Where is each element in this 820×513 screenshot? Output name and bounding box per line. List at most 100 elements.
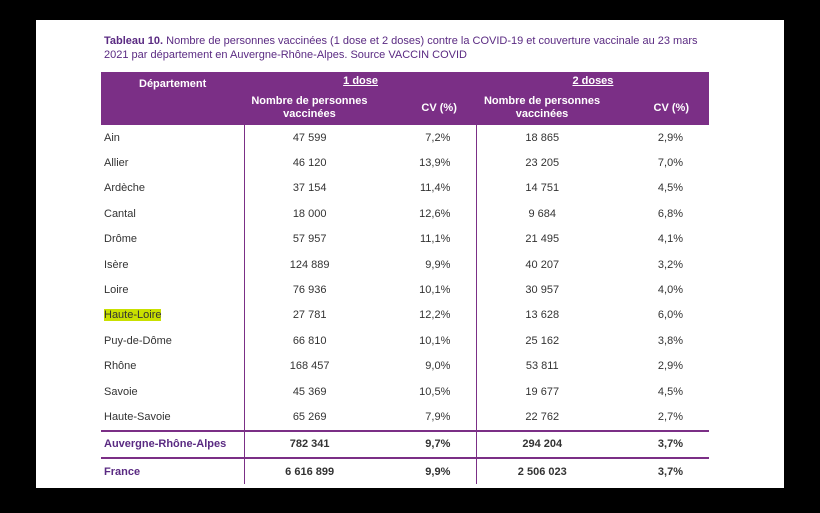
departement-cell-text: Ardèche <box>104 182 145 195</box>
dose1-cv-cell: 10,5% <box>375 379 477 404</box>
dose1-count-cell-text: 57 957 <box>292 233 327 246</box>
dose1-cv-cell-text: 9,9% <box>425 465 451 478</box>
dose1-count-cell: 124 889 <box>243 251 375 278</box>
dose1-cv-cell: 12,6% <box>375 201 477 226</box>
dose2-cv-cell: 3,8% <box>607 328 709 353</box>
dose2-cv-cell-text: 4,0% <box>657 284 683 297</box>
dose2-count-cell: 9 684 <box>476 201 608 227</box>
departement-cell: Auvergne-Rhône-Alpes <box>101 429 245 459</box>
dose1-cv-cell-text: 12,2% <box>419 309 451 322</box>
departement-cell: Puy-de-Dôme <box>101 328 244 353</box>
departement-cell: Isère <box>101 252 244 277</box>
table-row: Allier 46 120 13,9% 23 205 7,0% <box>101 150 709 176</box>
departement-cell: Haute-Savoie <box>101 404 244 430</box>
departement-cell-text: Drôme <box>104 233 138 246</box>
departement-cell-text: Isère <box>104 258 129 271</box>
dose1-count-cell: 168 457 <box>243 353 375 379</box>
dose1-count-cell: 18 000 <box>243 201 375 227</box>
dose2-count-cell: 23 205 <box>476 150 608 176</box>
dose2-count-cell-text: 9 684 <box>528 207 557 220</box>
dose2-cv-cell: 4,5% <box>607 379 709 404</box>
departement-cell: Drôme <box>101 227 244 252</box>
dose1-cv-cell-text: 10,5% <box>419 385 451 398</box>
departement-cell: France <box>101 457 245 485</box>
dose1-cv-cell: 13,9% <box>375 150 477 175</box>
departement-cell-text: Allier <box>104 157 129 170</box>
departement-cell-text: Puy-de-Dôme <box>104 334 172 347</box>
dose1-count-cell-text: 65 269 <box>292 410 327 423</box>
dose2-cv-cell-text: 4,1% <box>657 233 683 246</box>
dose2-count-cell: 19 677 <box>476 378 608 405</box>
table-total-row: France 6 616 899 9,9% 2 506 023 3,7% <box>101 457 709 485</box>
dose2-count-cell: 22 762 <box>476 404 608 431</box>
dose1-count-cell-text: 782 341 <box>289 438 330 451</box>
table-row: Cantal 18 000 12,6% 9 684 6,8% <box>101 201 709 227</box>
departement-cell: Rhône <box>101 354 244 379</box>
dose1-cv-cell-text: 10,1% <box>419 334 451 347</box>
dose1-cv-cell: 11,4% <box>375 176 477 201</box>
dose1-cv-cell: 9,0% <box>375 354 477 379</box>
dose2-count-cell-text: 40 207 <box>525 258 560 271</box>
dose1-cv-cell-text: 13,9% <box>419 157 451 170</box>
dose2-cv-cell: 6,0% <box>607 303 709 328</box>
dose2-cv-cell-text: 3,7% <box>657 438 683 451</box>
dose1-count-cell: 66 810 <box>243 328 375 354</box>
dose1-cv-cell-text: 9,9% <box>425 258 451 271</box>
dose1-cv-cell-text: 11,1% <box>420 233 451 246</box>
dose1-cv-cell-text: 9,0% <box>425 360 451 373</box>
dose2-count-cell: 13 628 <box>476 302 608 329</box>
dose1-count-cell-text: 27 781 <box>292 309 327 322</box>
table-row: Savoie 45 369 10,5% 19 677 4,5% <box>101 378 709 405</box>
dose1-count-cell: 37 154 <box>243 175 375 202</box>
dose2-cv-cell-text: 4,5% <box>657 182 683 195</box>
departement-cell-text: Loire <box>104 284 129 297</box>
dose2-count-cell: 21 495 <box>476 226 608 252</box>
dose1-count-cell: 27 781 <box>243 302 375 329</box>
header-dose2: 2 doses <box>476 72 709 91</box>
dose2-cv-cell: 4,1% <box>607 227 709 252</box>
dose2-cv-cell: 2,7% <box>607 404 709 430</box>
table-row: Rhône 168 457 9,0% 53 811 2,9% <box>101 353 709 379</box>
dose2-cv-cell-text: 3,7% <box>657 465 683 478</box>
caption-text: Nombre de personnes vaccinées (1 dose et… <box>104 35 698 61</box>
dose2-count-cell-text: 18 865 <box>525 131 560 144</box>
dose2-count-cell: 30 957 <box>476 277 608 303</box>
header-nombre-dose1: Nombre de personnes vaccinées <box>244 91 375 125</box>
dose2-cv-cell-text: 7,0% <box>657 157 683 170</box>
dose1-cv-cell: 7,9% <box>375 404 477 430</box>
dose2-count-cell: 25 162 <box>476 328 608 354</box>
dose2-count-cell-text: 53 811 <box>525 360 559 373</box>
dose2-count-cell: 2 506 023 <box>476 457 608 485</box>
dose1-count-cell-text: 6 616 899 <box>285 465 335 478</box>
dose2-cv-cell: 6,8% <box>607 201 709 226</box>
dose1-count-cell-text: 47 599 <box>292 131 327 144</box>
table-row: Isère 124 889 9,9% 40 207 3,2% <box>101 251 709 278</box>
table-row: Ardèche 37 154 11,4% 14 751 4,5% <box>101 175 709 202</box>
table-row: Puy-de-Dôme 66 810 10,1% 25 162 3,8% <box>101 328 709 354</box>
dose2-cv-cell: 2,9% <box>607 354 709 379</box>
dose2-cv-cell: 3,2% <box>607 252 709 277</box>
header-nombre-dose2: Nombre de personnes vaccinées <box>476 91 608 125</box>
dose1-cv-cell: 9,9% <box>375 252 477 277</box>
vaccination-table: Département 1 dose 2 doses Nombre de per… <box>101 72 709 485</box>
dose1-cv-cell-text: 7,9% <box>425 410 451 423</box>
header-departement: Département <box>101 72 245 125</box>
departement-cell-text: Haute-Loire <box>104 309 162 322</box>
dose2-count-cell-text: 294 204 <box>522 438 563 451</box>
dose1-count-cell-text: 66 810 <box>292 334 327 347</box>
dose2-cv-cell: 3,7% <box>607 429 709 459</box>
dose1-count-cell: 65 269 <box>243 404 375 431</box>
dose1-count-cell-text: 168 457 <box>289 360 330 373</box>
departement-cell: Ardèche <box>101 176 244 201</box>
departement-cell: Cantal <box>101 201 244 226</box>
dose2-count-cell-text: 14 751 <box>525 182 560 195</box>
departement-cell-text: France <box>104 465 141 478</box>
dose1-cv-cell-text: 7,2% <box>425 131 451 144</box>
dose1-count-cell: 46 120 <box>243 150 375 176</box>
dose2-cv-cell: 4,5% <box>607 176 709 201</box>
departement-cell: Allier <box>101 150 244 175</box>
dose2-cv-cell-text: 6,0% <box>657 309 683 322</box>
dose1-count-cell-text: 37 154 <box>292 182 327 195</box>
dose2-cv-cell-text: 4,5% <box>657 385 683 398</box>
document-page: Tableau 10. Nombre de personnes vaccinée… <box>36 20 784 488</box>
